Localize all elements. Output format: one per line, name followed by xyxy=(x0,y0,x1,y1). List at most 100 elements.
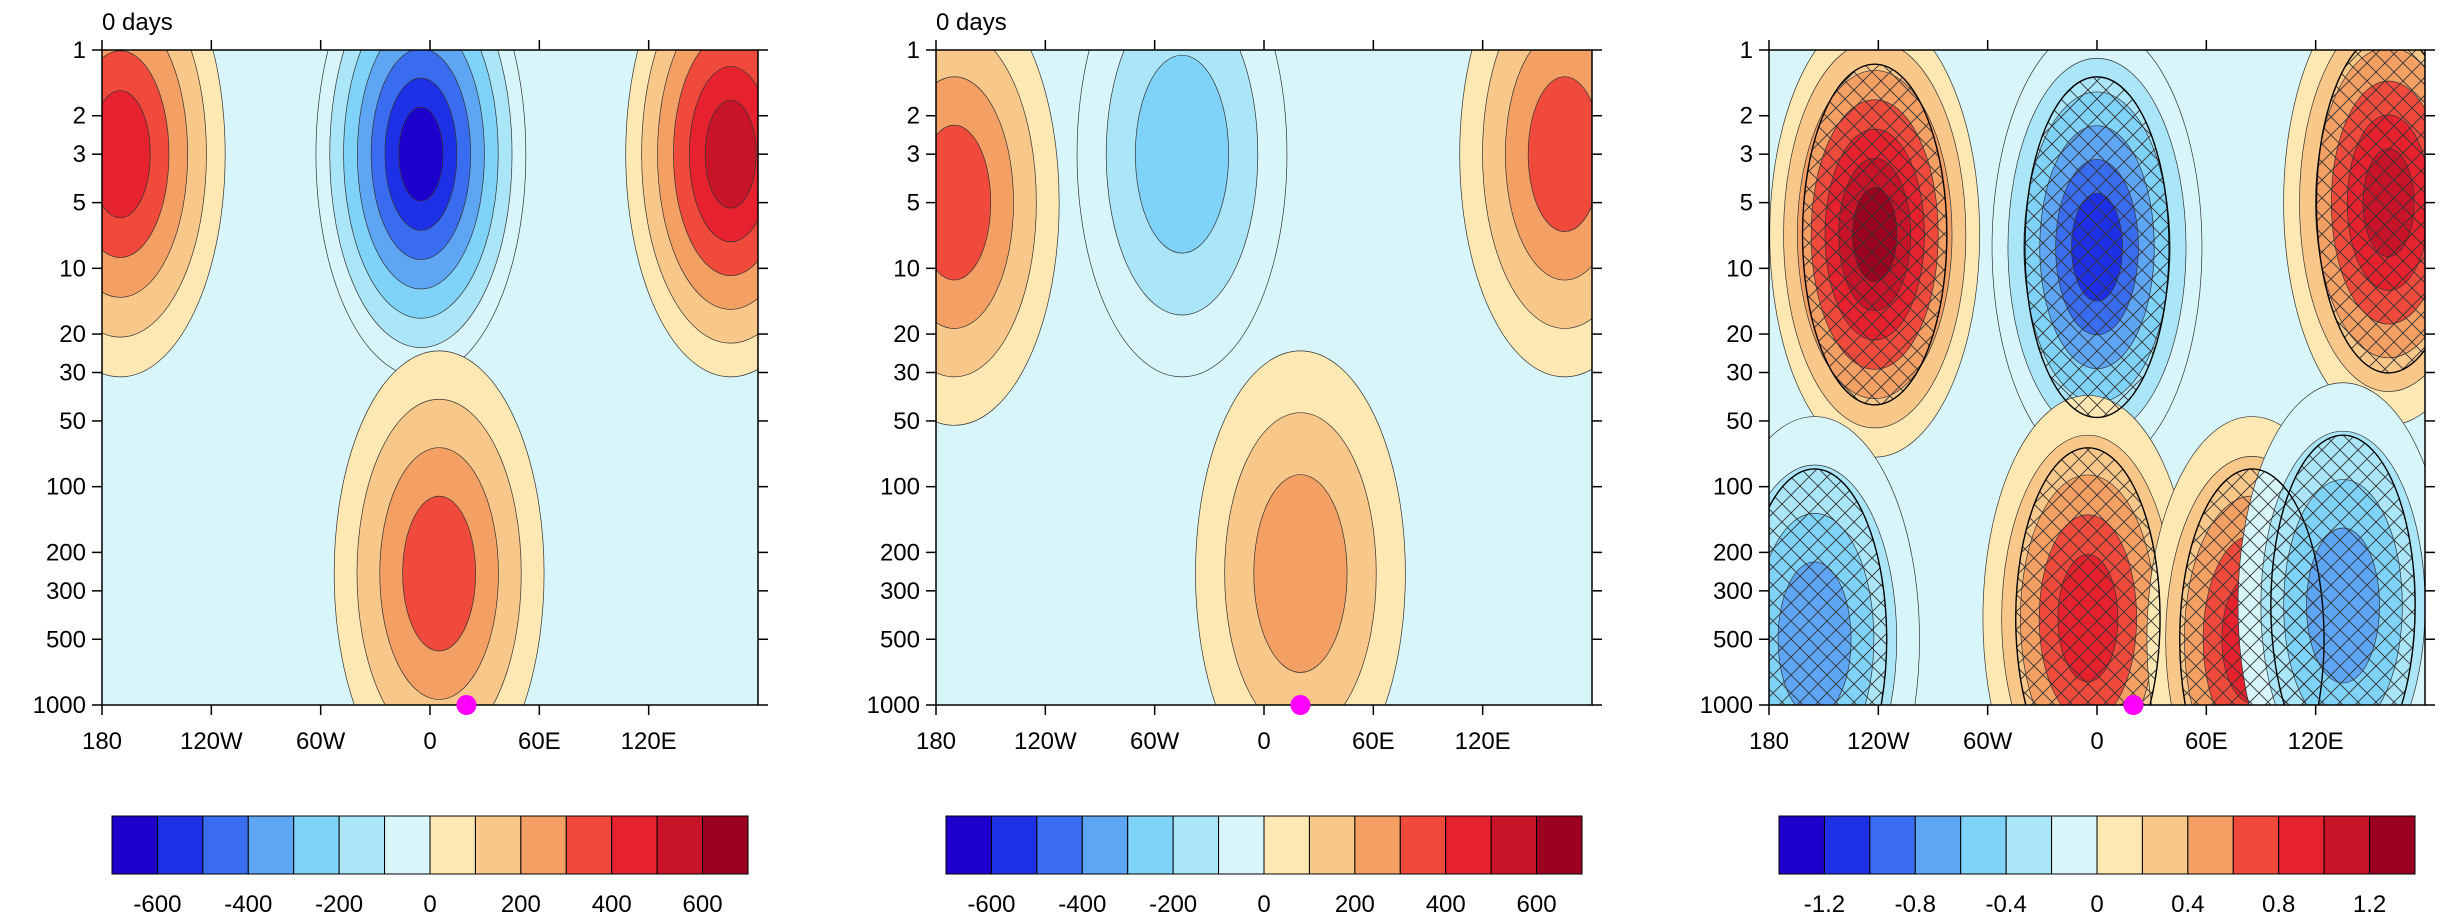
colorbar-bin xyxy=(338,815,386,875)
colorbar-label: -400 xyxy=(224,891,272,917)
colorbar-bin xyxy=(384,815,431,875)
x-tick-label: 60W xyxy=(1130,728,1180,755)
y-tick-label: 5 xyxy=(73,190,86,217)
y-tick-label: 3 xyxy=(1740,141,1753,168)
y-tick-label: 2 xyxy=(73,103,86,130)
y-tick-label: 3 xyxy=(73,141,86,168)
contour-ring-2-5 xyxy=(704,99,757,209)
panel-title-2: 0 days xyxy=(936,9,1007,36)
y-tick-label: 2 xyxy=(907,103,920,130)
colorbar-bin xyxy=(247,815,295,875)
x-tick-label: 60W xyxy=(296,728,346,755)
y-tick-label: 300 xyxy=(880,578,920,605)
contour-field-1 xyxy=(102,50,758,705)
y-tick-label: 50 xyxy=(893,408,920,435)
y-tick-label: 1 xyxy=(1740,37,1753,64)
location-marker xyxy=(2123,695,2144,715)
y-tick-label: 1000 xyxy=(33,692,86,719)
colorbar-bin xyxy=(2096,815,2143,875)
colorbar-bin xyxy=(2051,815,2098,875)
y-tick-label: 500 xyxy=(1713,626,1753,653)
x-tick-label: 60W xyxy=(1963,728,2013,755)
colorbar-label: 400 xyxy=(1426,891,1466,917)
colorbar-label: -600 xyxy=(967,891,1015,917)
y-tick-label: 1000 xyxy=(1700,692,1753,719)
y-tick-label: 10 xyxy=(59,255,86,282)
colorbar-bin xyxy=(2323,815,2371,875)
x-tick-label: 60E xyxy=(518,728,561,755)
y-tick-label: 5 xyxy=(1740,190,1753,217)
colorbar-bin xyxy=(2369,815,2416,875)
colorbar-bin xyxy=(2005,815,2053,875)
x-tick-label: 120W xyxy=(1847,728,1910,755)
y-tick-label: 200 xyxy=(880,539,920,566)
y-tick-label: 20 xyxy=(59,321,86,348)
x-tick-label: 120W xyxy=(180,728,243,755)
axes-1: 180 120W 60W 0 60E 120E 1 2 3 5 10 20 30 50 100 200 300 5… xyxy=(33,37,768,755)
y-tick-label: 300 xyxy=(46,578,86,605)
panel-title-1: 0 days xyxy=(102,9,173,36)
colorbar-label: 0 xyxy=(1257,891,1270,917)
colorbar-bin xyxy=(1778,815,1825,875)
colorbar-label: 400 xyxy=(592,891,632,917)
colorbar-label: 0 xyxy=(423,891,436,917)
x-tick-label: 180 xyxy=(916,728,956,755)
colorbar-label: -0.4 xyxy=(1985,891,2026,917)
y-tick-label: 1 xyxy=(907,37,920,64)
colorbar-bin xyxy=(2278,815,2325,875)
colorbar-label: 600 xyxy=(683,891,723,917)
colorbar-2: -600 -400 -200 0 200 400 600 xyxy=(945,815,1583,918)
colorbar-bin xyxy=(1960,815,2007,875)
colorbar-bin xyxy=(1823,815,1871,875)
colorbar-bin xyxy=(990,815,1038,875)
x-tick-label: 60E xyxy=(1352,728,1395,755)
colorbar-bin xyxy=(111,815,158,875)
y-tick-label: 100 xyxy=(880,474,920,501)
panel-1: 180 120W 60W 0 60E 120E 1 2 3 5 10 20 30 50 100 200 300 5… xyxy=(33,9,768,918)
colorbar-label: 200 xyxy=(1335,891,1375,917)
colorbar-bin xyxy=(656,815,704,875)
contour-ring-0-4 xyxy=(102,90,151,219)
axes-2: 180 120W 60W 0 60E 120E 1 2 3 5 10 20 30 50 100 200 300 5… xyxy=(867,37,1602,755)
y-tick-label: 30 xyxy=(893,360,920,387)
y-tick-label: 100 xyxy=(1713,474,1753,501)
hatch-region-2 xyxy=(2315,50,2425,374)
colorbar-label: 200 xyxy=(501,891,541,917)
hatch-region-1 xyxy=(2024,76,2170,419)
y-tick-label: 1 xyxy=(73,37,86,64)
y-tick-label: 10 xyxy=(1726,255,1753,282)
panel-3: 180 120W 60W 0 60E 120E 1 2 3 5 10 20 30 50 100 200 300 5… xyxy=(1700,37,2435,918)
contour-field-2 xyxy=(936,50,1592,705)
colorbar-bin xyxy=(1127,815,1174,875)
colorbar-bin xyxy=(1172,815,1220,875)
colorbar-bin xyxy=(474,815,522,875)
colorbar-bin xyxy=(2232,815,2280,875)
hatch-region-6 xyxy=(2270,434,2416,705)
x-tick-label: 0 xyxy=(1257,728,1270,755)
colorbar-1: -600 -400 -200 0 200 400 600 xyxy=(111,815,749,918)
location-marker xyxy=(456,695,477,715)
colorbar-label: -0.8 xyxy=(1895,891,1936,917)
y-tick-label: 300 xyxy=(1713,578,1753,605)
colorbar-bin xyxy=(1308,815,1356,875)
colorbar-bin xyxy=(611,815,658,875)
contour-ring-3-3 xyxy=(1527,76,1592,232)
y-tick-label: 30 xyxy=(59,360,86,387)
y-tick-label: 500 xyxy=(46,626,86,653)
colorbar-bin xyxy=(1914,815,1962,875)
colorbar-label: 0 xyxy=(2090,891,2103,917)
y-tick-label: 200 xyxy=(1713,539,1753,566)
contour-ring-0-3 xyxy=(936,124,992,281)
y-tick-label: 500 xyxy=(880,626,920,653)
colorbar-bin xyxy=(1354,815,1401,875)
colorbar-bin xyxy=(1536,815,1583,875)
y-tick-label: 5 xyxy=(907,190,920,217)
x-tick-label: 120W xyxy=(1014,728,1077,755)
x-tick-label: 60E xyxy=(2185,728,2228,755)
colorbar-bin xyxy=(202,815,249,875)
colorbar-bin xyxy=(1445,815,1492,875)
y-tick-label: 2 xyxy=(1740,103,1753,130)
x-tick-label: 180 xyxy=(82,728,122,755)
y-tick-label: 30 xyxy=(1726,360,1753,387)
